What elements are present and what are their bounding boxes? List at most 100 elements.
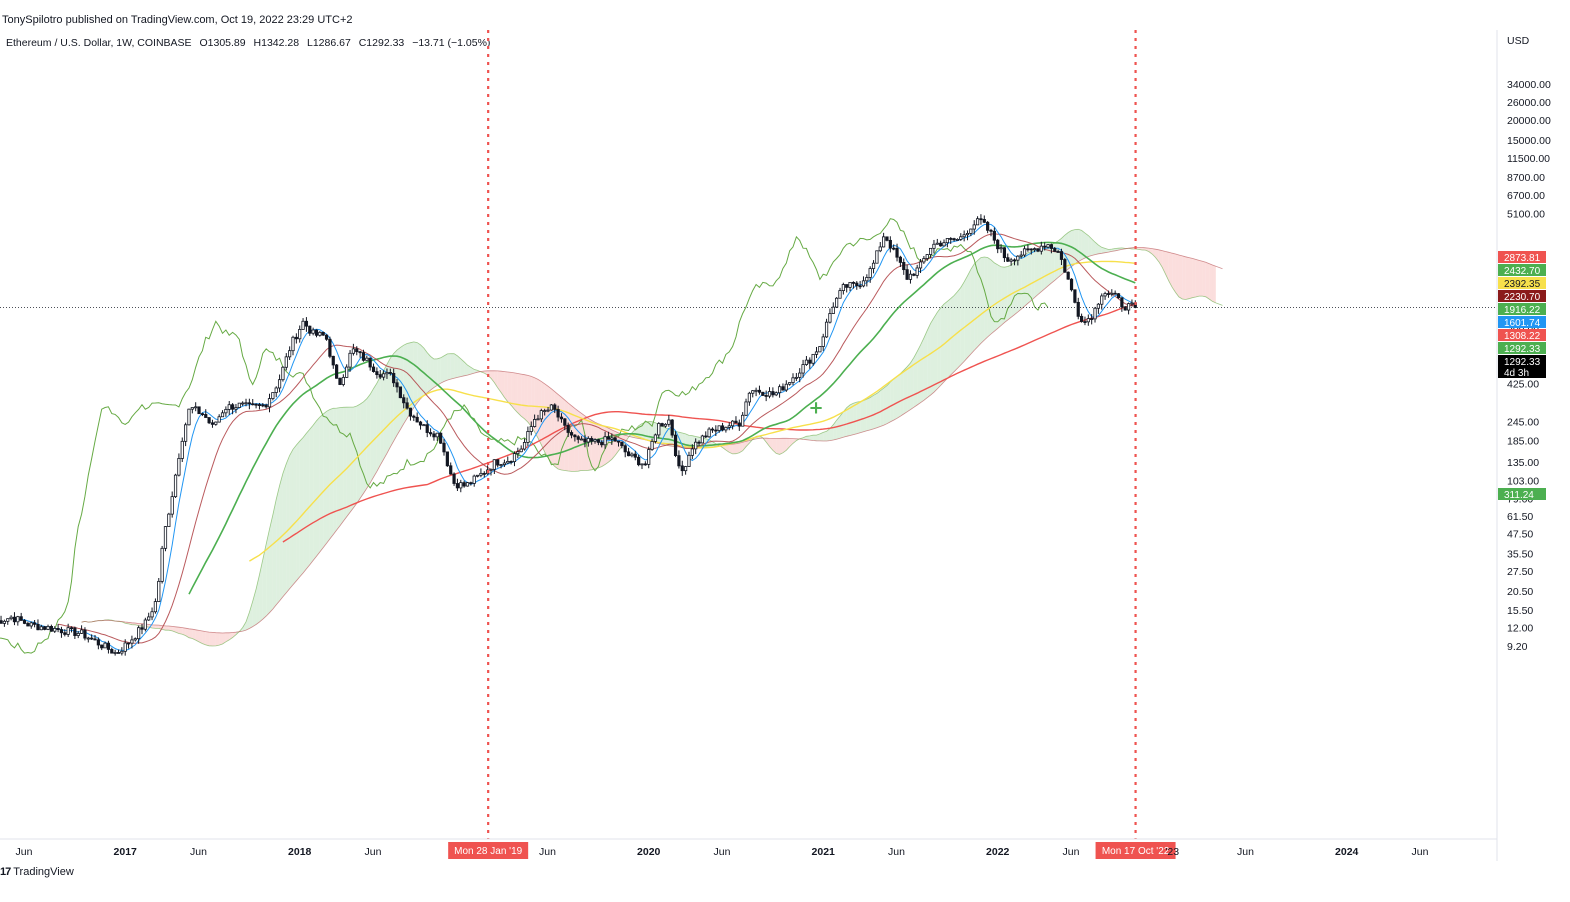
candle: [895, 243, 899, 262]
candle: [264, 403, 268, 409]
candle: [207, 417, 211, 425]
cloud-segment: [739, 442, 743, 453]
cloud-segment: [192, 629, 196, 641]
candle: [378, 370, 382, 380]
open-value: O1305.89: [199, 37, 246, 49]
candle: [475, 474, 480, 478]
cloud-segment: [984, 256, 988, 341]
cloud-segment: [967, 269, 971, 358]
cloud-segment: [836, 416, 840, 440]
candle: [928, 247, 933, 258]
price-tick-label: 6700.00: [1507, 190, 1545, 202]
candle: [640, 463, 644, 470]
candle: [93, 635, 97, 641]
cloud-segment: [1182, 255, 1186, 300]
price-tick-label: 27.50: [1507, 566, 1533, 578]
candle: [653, 433, 658, 444]
cloud-segment: [353, 406, 357, 508]
cloud-segment: [1001, 266, 1005, 326]
candle: [288, 346, 292, 360]
cloud-segment: [152, 624, 156, 629]
candle: [788, 382, 792, 386]
cloud-segment: [339, 407, 344, 526]
candle: [600, 440, 604, 448]
cloud-segment: [403, 343, 408, 424]
candle: [19, 612, 23, 621]
candle: [254, 403, 258, 409]
cloud-segment: [1212, 265, 1216, 303]
cloud-segment: [427, 352, 431, 393]
cloud-segment: [376, 376, 381, 472]
cloud-segment: [813, 435, 817, 441]
price-badge: [1498, 329, 1546, 341]
candle: [1113, 290, 1117, 295]
candle: [90, 634, 94, 641]
cloud-segment: [450, 353, 455, 380]
candle: [73, 626, 77, 639]
candle: [912, 273, 916, 277]
candle: [731, 420, 735, 430]
cloud-segment: [1014, 259, 1018, 315]
cloud-segment: [866, 397, 871, 431]
price-badge-label: 1308.22: [1504, 331, 1541, 342]
candle: [861, 276, 866, 288]
candle: [442, 438, 446, 456]
cloud-segment: [517, 373, 522, 417]
cloud-segment: [1205, 262, 1210, 300]
cloud-segment: [746, 440, 750, 447]
cloud-segment: [957, 287, 961, 369]
cloud-segment: [487, 370, 491, 379]
candle: [1066, 271, 1070, 280]
cloud-segment: [286, 455, 290, 593]
cloud-segment: [259, 559, 263, 623]
cloud-segment: [246, 612, 250, 631]
candle: [962, 230, 966, 242]
candle: [187, 408, 191, 426]
candle: [204, 409, 208, 418]
cloud-segment: [370, 388, 374, 483]
candle: [137, 625, 141, 644]
symbol-name[interactable]: Ethereum / U.S. Dollar, 1W, COINBASE: [6, 37, 192, 49]
cloud-segment: [444, 353, 448, 382]
candle: [56, 624, 60, 633]
candle: [1120, 297, 1124, 312]
candle: [777, 384, 782, 398]
candle: [969, 228, 973, 237]
candle: [308, 325, 312, 336]
cloud-segment: [172, 626, 176, 633]
candle: [432, 431, 436, 441]
time-tick-label: Jun: [1237, 846, 1254, 858]
cloud-segment: [537, 379, 542, 445]
candle: [271, 392, 275, 401]
candle: [217, 414, 221, 423]
candle: [79, 625, 84, 634]
candle: [63, 629, 67, 637]
cloud-segment: [803, 436, 807, 440]
symbol-legend: Ethereum / U.S. Dollar, 1W, COINBASE O13…: [6, 37, 495, 49]
candle: [284, 353, 288, 371]
candle: [469, 481, 473, 486]
cloud-segment: [413, 341, 418, 408]
cloud-segment: [380, 370, 384, 466]
price-badge: [1498, 488, 1546, 500]
cloud-segment: [890, 378, 894, 422]
cloud-segment: [219, 632, 223, 646]
cloud-segment: [356, 404, 361, 504]
candle: [576, 435, 580, 444]
candle: [952, 237, 956, 242]
cloud-segment: [199, 630, 203, 644]
cloud-segment: [165, 625, 169, 631]
cloud-segment: [1202, 261, 1206, 297]
cloud-segment: [363, 398, 367, 494]
cloud-segment: [1145, 247, 1149, 252]
low-value: L1286.67: [307, 37, 351, 49]
price-badge-label: 1292.33: [1504, 357, 1541, 368]
cloud-segment: [772, 438, 777, 454]
cloud-segment: [205, 631, 210, 646]
time-tick-label: 2018: [288, 846, 312, 858]
candle: [764, 390, 768, 402]
tradingview-logo-icon: 17: [0, 866, 11, 878]
candle: [992, 227, 996, 244]
cloud-segment: [819, 432, 824, 441]
